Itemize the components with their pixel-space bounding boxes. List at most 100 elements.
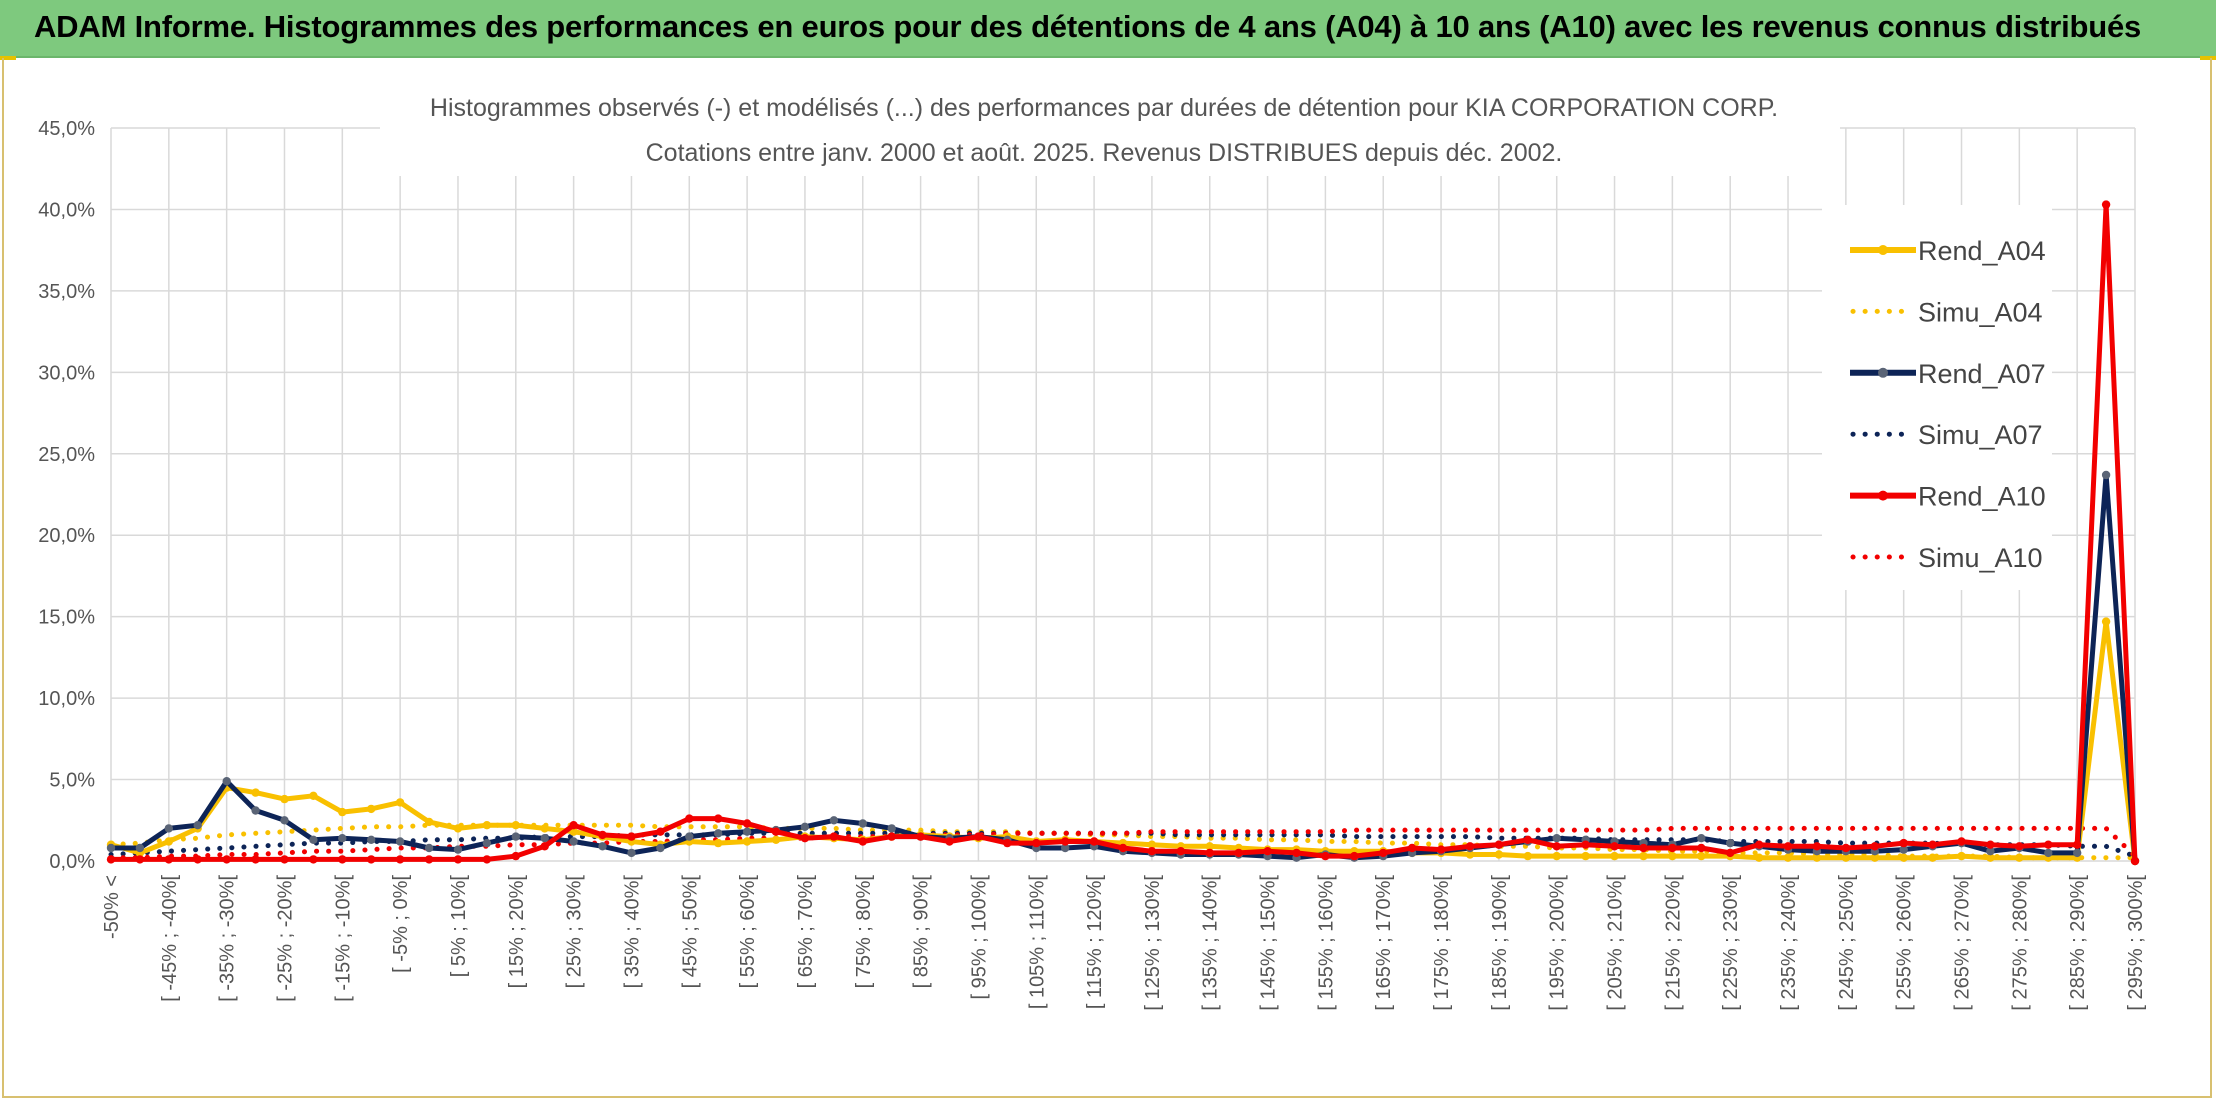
x-tick-label: [ 205% ; 210%[ — [1605, 875, 1627, 1011]
series-point-rend_a07 — [858, 819, 867, 828]
series-point-rend_a07 — [2044, 848, 2053, 858]
x-tick-label: [ 185% ; 190%[ — [1489, 875, 1511, 1011]
chart-series — [106, 200, 2140, 866]
y-tick-label: 20,0% — [38, 525, 95, 547]
series-point-rend_a10 — [1870, 842, 1880, 851]
series-point-rend_a10 — [1292, 848, 1301, 858]
series-point-rend_a10 — [338, 855, 347, 864]
x-tick-label: [ -45% ; -40%[ — [159, 875, 181, 1002]
series-point-rend_a10 — [742, 819, 752, 828]
series-point-rend_a10 — [1147, 847, 1157, 856]
legend-swatch-marker — [1878, 367, 1888, 378]
legend-label-rend_a10: Rend_A10 — [1918, 482, 2046, 512]
series-point-rend_a04 — [511, 821, 520, 830]
series-point-rend_a10 — [1986, 840, 1995, 849]
series-point-rend_a04 — [1610, 851, 1619, 861]
legend-label-rend_a07: Rend_A07 — [1918, 359, 2046, 389]
series-point-rend_a04 — [1754, 853, 1764, 862]
series-point-rend_a07 — [367, 835, 376, 844]
series-point-rend_a10 — [2015, 842, 2024, 851]
x-tick-label: [ 165% ; 170%[ — [1373, 875, 1395, 1011]
series-point-rend_a10 — [1234, 848, 1243, 858]
series-point-rend_a04 — [1494, 850, 1504, 859]
series-point-rend_a10 — [135, 855, 145, 864]
series-point-rend_a10 — [1350, 851, 1359, 861]
series-point-rend_a04 — [482, 821, 492, 830]
banner-title: ADAM Informe. Histogrammes des performan… — [34, 9, 2142, 44]
series-point-rend_a10 — [511, 851, 520, 861]
x-tick-label: [ 265% ; 270%[ — [1952, 875, 1974, 1011]
header-banner: ADAM Informe. Histogrammes des performan… — [0, 0, 2216, 58]
x-tick-label: [ 85% ; 90%[ — [911, 875, 933, 989]
series-point-rend_a07 — [540, 834, 549, 843]
series-point-rend_a10 — [1899, 838, 1908, 848]
series-point-rend_a04 — [1639, 851, 1648, 861]
series-point-rend_a10 — [2073, 840, 2082, 849]
series-point-rend_a04 — [1205, 842, 1214, 851]
series-point-rend_a07 — [685, 832, 694, 841]
series-point-rend_a10 — [714, 814, 723, 823]
series-point-rend_a04 — [1668, 851, 1677, 861]
series-point-rend_a10 — [598, 830, 607, 840]
series-point-rend_a07 — [829, 816, 839, 825]
series-point-rend_a07 — [569, 837, 578, 846]
x-tick-label: [ 105% ; 110%[ — [1026, 875, 1048, 1010]
series-point-rend_a07 — [395, 837, 405, 846]
series-point-rend_a07 — [887, 824, 896, 833]
series-point-rend_a07 — [106, 843, 116, 853]
series-point-rend_a10 — [2101, 200, 2111, 209]
series-point-rend_a10 — [1061, 837, 1070, 846]
series-point-rend_a10 — [858, 837, 867, 846]
x-tick-label: [ -5% ; 0%[ — [390, 875, 412, 973]
series-point-rend_a04 — [395, 798, 405, 807]
series-point-rend_a04 — [1783, 853, 1793, 862]
y-tick-label: 45,0% — [38, 118, 95, 140]
x-tick-label: [ 235% ; 240%[ — [1778, 875, 1800, 1011]
series-point-rend_a10 — [453, 855, 463, 864]
x-tick-label: [ 65% ; 70%[ — [795, 875, 817, 989]
series-point-rend_a07 — [280, 816, 289, 825]
legend-background — [1822, 205, 2052, 590]
x-tick-label: [ 285% ; 290%[ — [2067, 875, 2089, 1011]
series-point-rend_a07 — [742, 827, 752, 836]
series-point-rend_a10 — [1812, 842, 1822, 851]
series-point-rend_a10 — [829, 832, 839, 841]
series-point-rend_a07 — [453, 845, 463, 854]
series-point-rend_a10 — [1465, 842, 1475, 851]
series-point-rend_a10 — [627, 832, 636, 841]
x-tick-label: -50% < — [101, 875, 123, 939]
series-point-rend_a04 — [1147, 840, 1157, 849]
series-point-rend_a10 — [424, 855, 434, 864]
series-point-rend_a10 — [309, 855, 318, 864]
x-tick-label: [ 225% ; 230%[ — [1720, 875, 1742, 1011]
x-tick-label: [ 5% ; 10%[ — [448, 875, 470, 978]
series-point-rend_a07 — [598, 842, 607, 851]
series-point-rend_a04 — [1523, 851, 1533, 861]
series-point-rend_a07 — [193, 821, 202, 830]
series-point-rend_a07 — [338, 834, 347, 843]
y-tick-label: 15,0% — [38, 607, 95, 629]
series-point-rend_a10 — [1263, 847, 1272, 856]
series-point-rend_a10 — [1668, 843, 1677, 853]
series-point-rend_a04 — [1928, 853, 1937, 862]
series-point-rend_a04 — [540, 824, 549, 833]
series-point-rend_a10 — [106, 855, 116, 864]
series-point-rend_a07 — [424, 843, 434, 853]
series-point-rend_a04 — [1465, 850, 1475, 859]
series-point-rend_a10 — [800, 834, 810, 843]
series-point-rend_a10 — [2044, 840, 2053, 849]
x-axis-ticks: -50% < [ -45% ; -40%[[ -35% ; -30%[[ -25%… — [101, 875, 2147, 1011]
series-point-rend_a10 — [1176, 847, 1186, 856]
series-point-rend_a10 — [1407, 843, 1417, 853]
series-point-rend_a04 — [1697, 851, 1706, 861]
series-point-rend_a10 — [2130, 856, 2140, 866]
series-point-rend_a10 — [771, 827, 781, 836]
series-point-rend_a10 — [1003, 838, 1012, 848]
series-line-simu_a07 — [108, 830, 2138, 859]
series-point-rend_a04 — [771, 835, 781, 844]
y-tick-label: 5,0% — [49, 770, 95, 792]
series-point-rend_a04 — [1812, 853, 1822, 862]
series-point-rend_a04 — [1552, 851, 1561, 861]
series-point-rend_a10 — [1205, 848, 1214, 858]
corner-marker-right — [2200, 56, 2216, 60]
